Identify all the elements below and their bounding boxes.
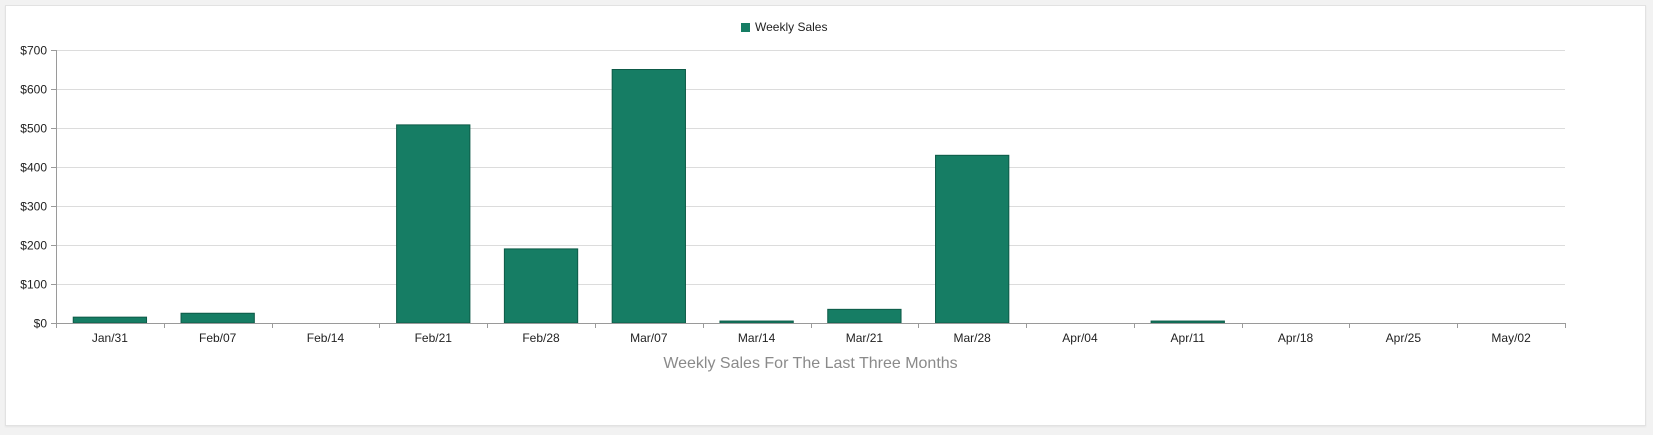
bars [72,69,1225,324]
y-tick-label: $400 [20,161,47,175]
y-axis: $0 $100 $200 $300 $400 $500 $600 $700 [20,44,57,331]
y-tick-label: $300 [20,200,47,214]
grid-lines [56,50,1565,285]
legend-swatch[interactable] [741,23,750,32]
x-tick-label: Feb/21 [415,331,453,345]
x-tick-label: Mar/14 [738,331,776,345]
legend: Weekly Sales [741,20,827,34]
x-tick-label: Apr/18 [1278,331,1314,345]
x-tick-label: Apr/04 [1062,331,1098,345]
x-tick-label: Feb/28 [522,331,560,345]
bar-mar-28[interactable] [935,154,1010,324]
bar-apr-11[interactable] [1150,320,1225,324]
y-tick-label: $700 [20,44,47,58]
y-tick-label: $100 [20,278,47,292]
bar-mar-07[interactable] [611,69,686,324]
x-axis: Jan/31 Feb/07 Feb/14 Feb/21 Feb/28 Mar/07 Mar/… [56,323,1566,345]
chart-card: $0 $100 $200 $300 $400 $500 $600 $700 Jan/31 Feb… [5,5,1646,426]
y-tick-label: $600 [20,83,47,97]
bar-feb-28[interactable] [503,248,579,324]
x-tick-label: Apr/11 [1171,331,1206,345]
y-tick-label: $500 [20,122,47,136]
y-tick-label: $0 [34,317,48,331]
bar-chart: $0 $100 $200 $300 $400 $500 $600 $700 Jan/31 Feb… [20,20,1566,372]
x-axis-title: Weekly Sales For The Last Three Months [663,355,957,372]
bar-jan-31[interactable] [72,316,148,324]
legend-label[interactable]: Weekly Sales [755,20,827,34]
x-tick-label: Apr/25 [1386,331,1422,345]
x-tick-label: Mar/21 [846,331,884,345]
x-tick-label: Feb/07 [199,331,237,345]
x-tick-label: Mar/28 [953,331,991,345]
bar-mar-21[interactable] [827,308,902,324]
bar-feb-21[interactable] [396,124,471,324]
x-tick-label: Mar/07 [630,331,668,345]
y-tick-label: $200 [20,239,47,253]
x-tick-label: Jan/31 [92,331,128,345]
bar-feb-07[interactable] [180,312,255,324]
bar-mar-14[interactable] [719,320,794,324]
x-tick-label: Feb/14 [307,331,345,345]
x-tick-label: May/02 [1491,331,1531,345]
